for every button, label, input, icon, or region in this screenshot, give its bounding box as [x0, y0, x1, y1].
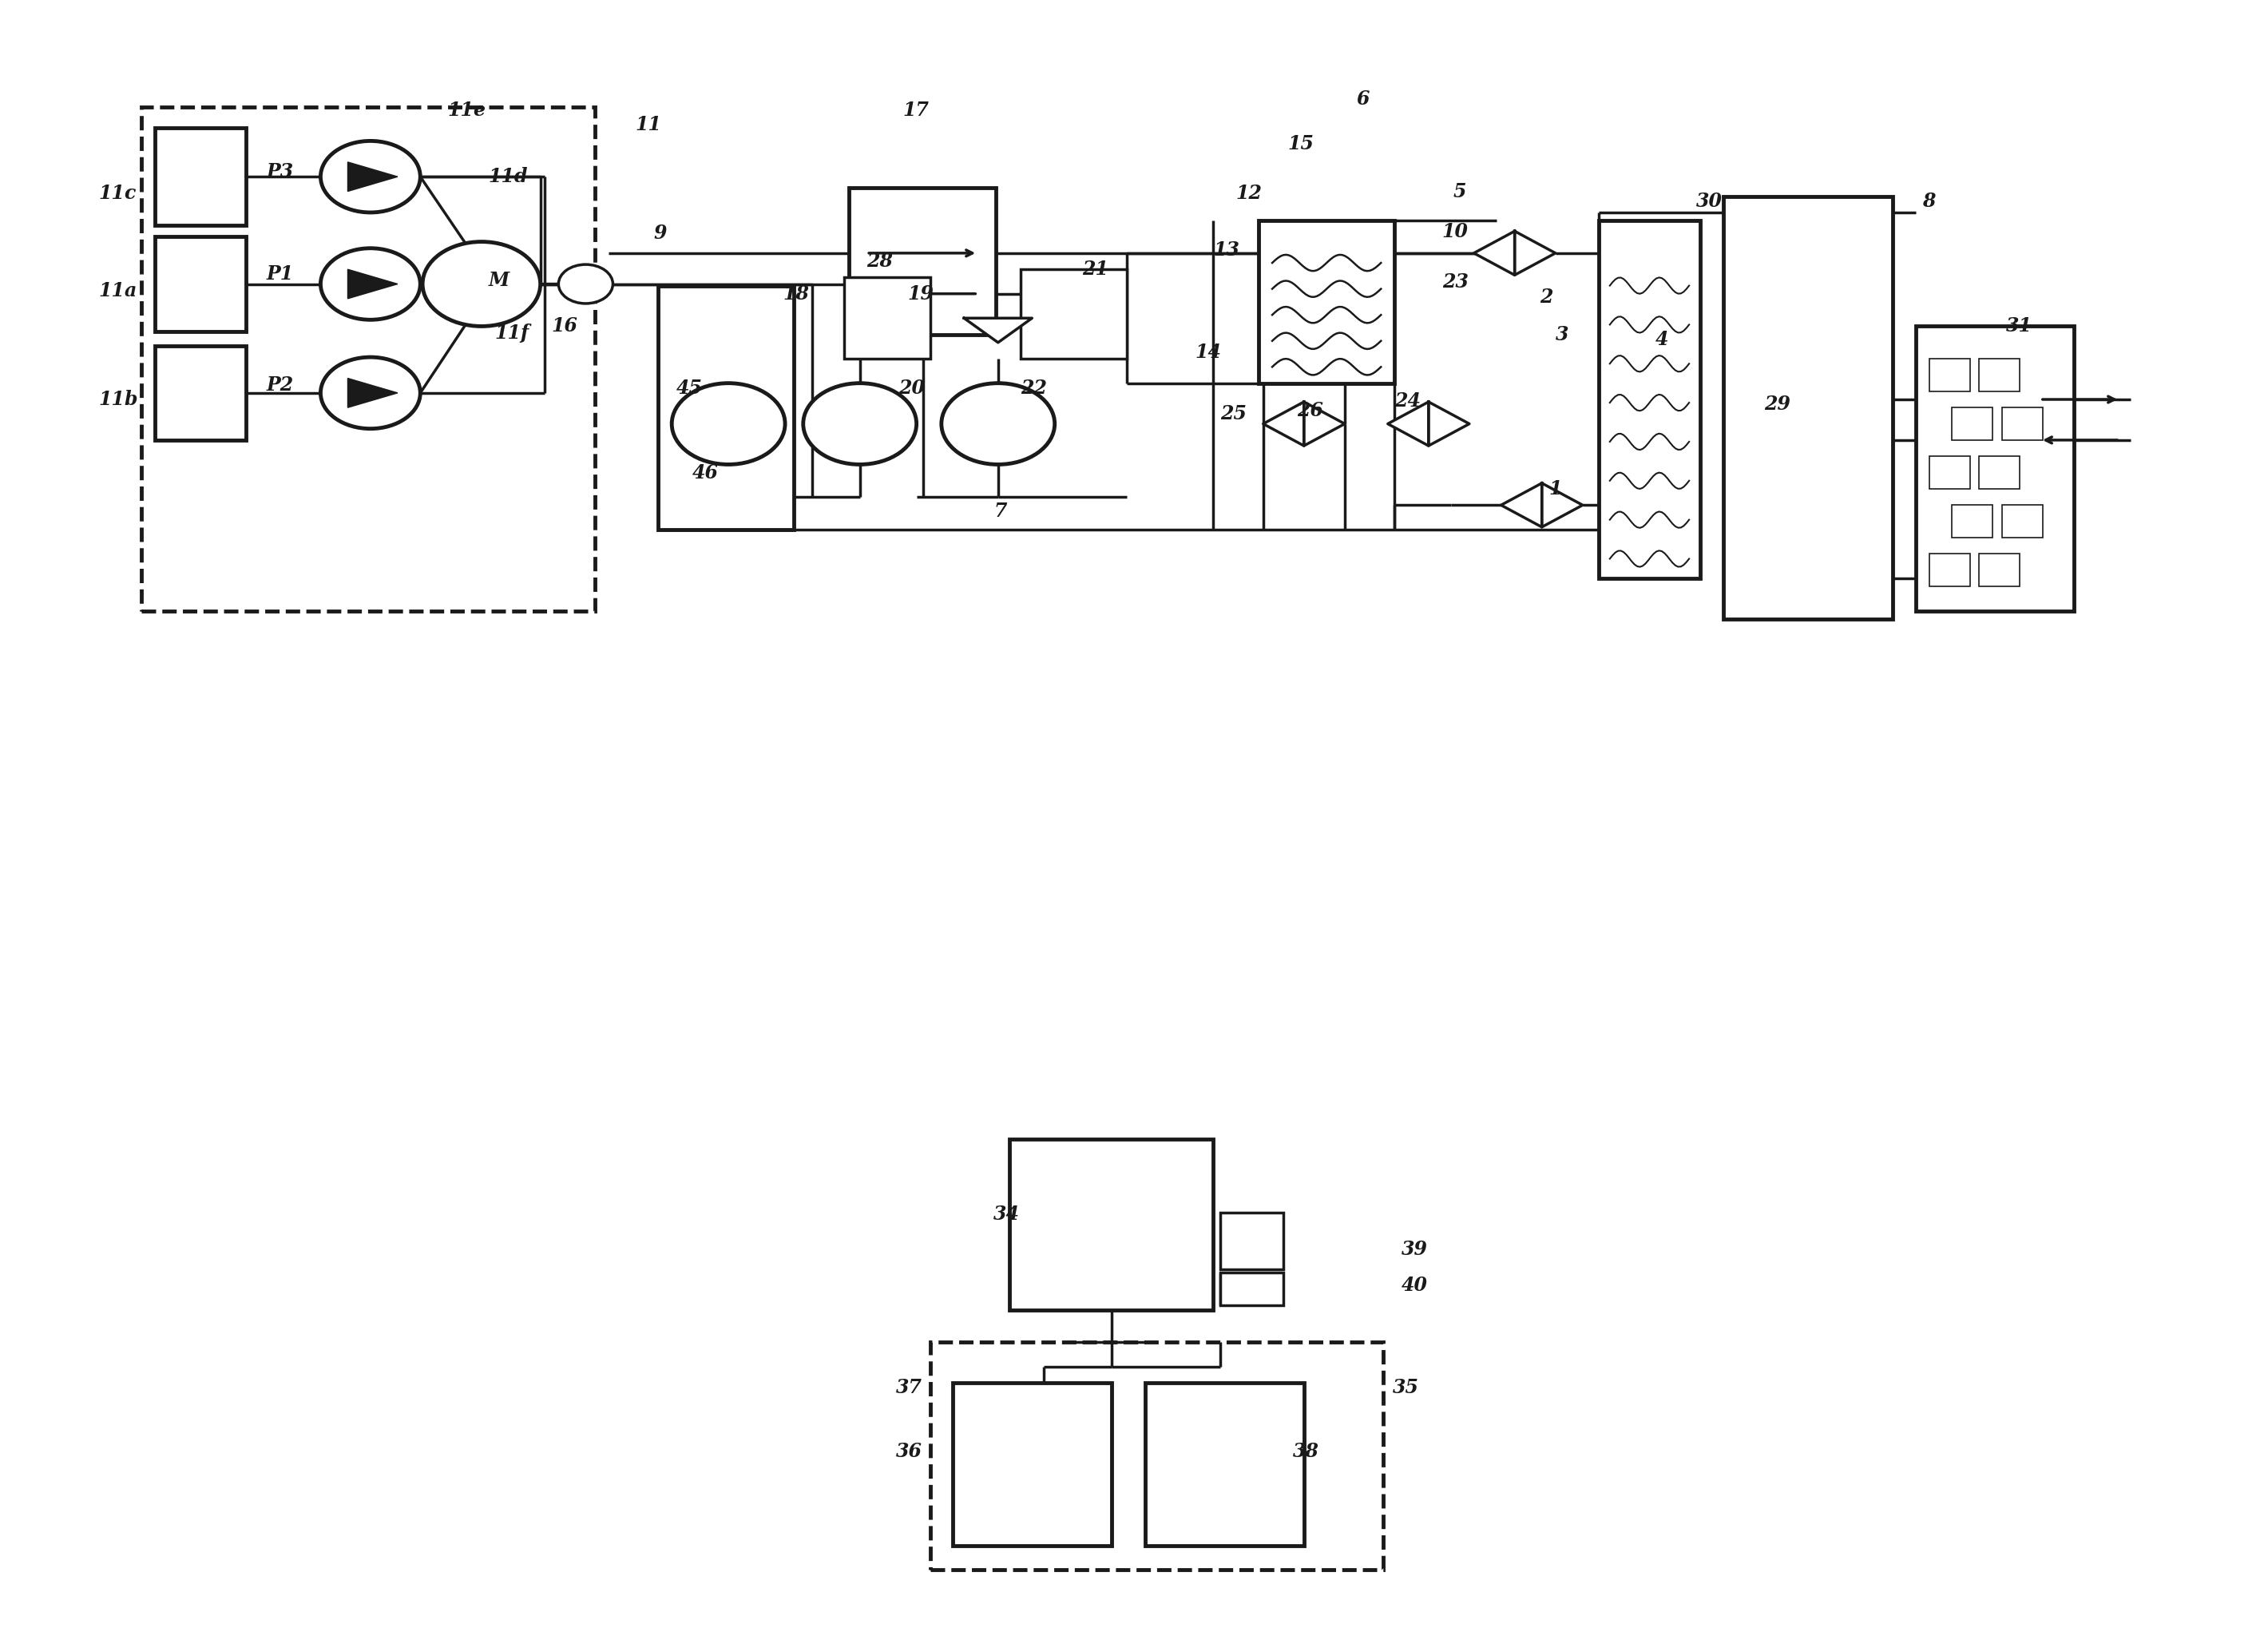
Text: 1: 1: [1549, 479, 1563, 498]
Polygon shape: [1474, 231, 1515, 275]
Text: 11d: 11d: [488, 168, 528, 186]
Bar: [1145, 1384, 1304, 1545]
Bar: [658, 285, 794, 529]
Text: 26: 26: [1297, 400, 1325, 420]
Bar: [1009, 1140, 1213, 1311]
Text: 29: 29: [1765, 394, 1789, 414]
Text: 11c: 11c: [98, 184, 136, 202]
Text: 20: 20: [898, 378, 925, 397]
Text: 19: 19: [907, 285, 934, 303]
Bar: [2003, 407, 2043, 440]
Text: 10: 10: [1442, 223, 1467, 241]
Circle shape: [803, 383, 916, 464]
Text: 11a: 11a: [98, 282, 136, 300]
Text: P2: P2: [265, 374, 293, 394]
Bar: [1930, 358, 1971, 391]
Text: 46: 46: [692, 462, 719, 482]
Bar: [953, 1384, 1111, 1545]
Text: 24: 24: [1395, 391, 1422, 410]
Circle shape: [671, 383, 785, 464]
Circle shape: [558, 264, 612, 303]
Circle shape: [320, 357, 420, 428]
Bar: [1724, 197, 1894, 619]
Circle shape: [422, 241, 540, 326]
Polygon shape: [347, 378, 397, 407]
Text: 35: 35: [1393, 1379, 1420, 1397]
Circle shape: [941, 383, 1055, 464]
Text: 38: 38: [1293, 1442, 1320, 1460]
Text: 39: 39: [1402, 1241, 1429, 1260]
Text: 37: 37: [896, 1379, 923, 1397]
Bar: [1980, 554, 2021, 586]
Bar: [844, 277, 930, 358]
Text: 45: 45: [676, 378, 703, 397]
Bar: [1980, 358, 2021, 391]
Circle shape: [320, 142, 420, 213]
Text: P3: P3: [265, 163, 293, 181]
Bar: [154, 345, 245, 440]
Text: 6: 6: [1356, 90, 1370, 107]
Text: 17: 17: [903, 101, 930, 119]
Bar: [141, 107, 594, 610]
Bar: [154, 236, 245, 330]
Text: 11e: 11e: [447, 101, 485, 119]
Text: 25: 25: [1220, 404, 1247, 423]
Text: 22: 22: [1021, 378, 1048, 397]
Bar: [930, 1343, 1383, 1569]
Text: 31: 31: [2007, 317, 2032, 335]
Bar: [1930, 456, 1971, 488]
Polygon shape: [1501, 484, 1542, 527]
Text: 11b: 11b: [98, 389, 138, 409]
Polygon shape: [1515, 231, 1556, 275]
Polygon shape: [964, 317, 1032, 342]
Bar: [848, 189, 996, 334]
Text: M: M: [488, 272, 508, 290]
Bar: [154, 129, 245, 225]
Bar: [1980, 456, 2021, 488]
Text: 34: 34: [993, 1205, 1021, 1224]
Bar: [2003, 505, 2043, 537]
Text: 21: 21: [1082, 260, 1109, 278]
Circle shape: [320, 247, 420, 319]
Text: 40: 40: [1402, 1276, 1429, 1294]
Bar: [1220, 1273, 1284, 1306]
Text: 4: 4: [1656, 330, 1669, 348]
Text: 12: 12: [1236, 184, 1263, 202]
Polygon shape: [1542, 484, 1583, 527]
Text: 11: 11: [635, 116, 662, 133]
Polygon shape: [1304, 402, 1345, 446]
Bar: [1930, 554, 1971, 586]
Text: 36: 36: [896, 1442, 923, 1460]
Polygon shape: [1388, 402, 1429, 446]
Bar: [1953, 407, 1994, 440]
Text: 23: 23: [1442, 274, 1467, 291]
Text: 28: 28: [866, 252, 894, 270]
Bar: [1599, 220, 1701, 578]
Bar: [1953, 505, 1994, 537]
Text: 11f: 11f: [494, 324, 528, 342]
Bar: [1259, 220, 1395, 383]
Text: 3: 3: [1556, 326, 1569, 344]
Text: 8: 8: [1923, 192, 1935, 210]
Polygon shape: [347, 163, 397, 192]
Bar: [1220, 1213, 1284, 1270]
Bar: [1021, 269, 1127, 358]
Text: 9: 9: [653, 225, 667, 243]
Bar: [1916, 326, 2075, 610]
Text: 30: 30: [1696, 192, 1721, 210]
Text: 7: 7: [993, 501, 1007, 521]
Text: 13: 13: [1213, 241, 1241, 259]
Text: 15: 15: [1288, 135, 1315, 153]
Polygon shape: [1263, 402, 1304, 446]
Polygon shape: [347, 269, 397, 298]
Polygon shape: [1429, 402, 1470, 446]
Text: 14: 14: [1195, 342, 1222, 361]
Text: 5: 5: [1454, 182, 1467, 200]
Text: P1: P1: [265, 265, 293, 283]
Text: 2: 2: [1540, 288, 1554, 306]
Text: 16: 16: [551, 317, 578, 335]
Text: 18: 18: [782, 285, 810, 303]
